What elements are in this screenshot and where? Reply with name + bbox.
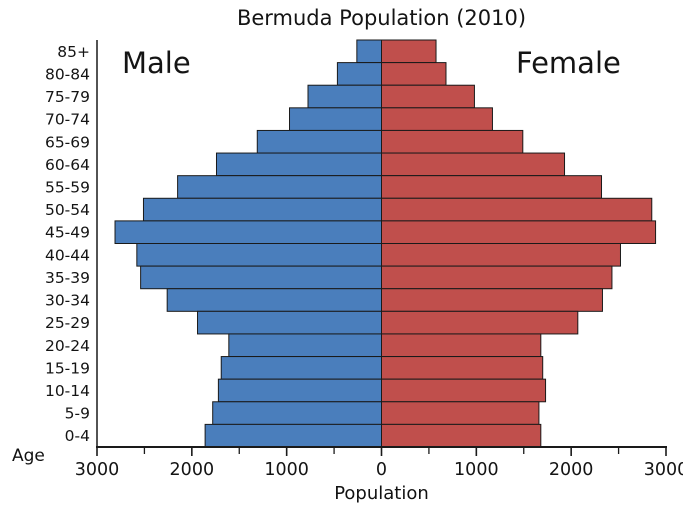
- age-tick-label: 0-4: [65, 427, 90, 445]
- male-bar: [220, 356, 382, 380]
- female-bar: [381, 423, 542, 448]
- female-bar: [381, 197, 653, 222]
- male-bar: [140, 265, 382, 290]
- age-tick-label: 70-74: [45, 111, 90, 129]
- age-tick-label: 80-84: [45, 65, 90, 83]
- male-bar: [142, 197, 382, 222]
- male-bar: [356, 39, 382, 64]
- age-tick-label: 45-49: [45, 224, 90, 242]
- age-tick-label: 25-29: [45, 314, 90, 332]
- age-tick-label: 65-69: [45, 133, 90, 151]
- age-tick-label: 55-59: [45, 178, 90, 196]
- age-tick-label: 75-79: [45, 88, 90, 106]
- female-side-label: Female: [516, 46, 621, 80]
- male-bar: [136, 243, 382, 267]
- female-bar: [381, 62, 447, 86]
- x-tick-label: 1000: [454, 460, 499, 480]
- female-bar: [381, 356, 544, 380]
- male-bar: [217, 378, 382, 403]
- x-tick-label: 2000: [170, 460, 215, 480]
- female-bar: [381, 175, 603, 199]
- female-bar: [381, 39, 437, 64]
- female-bar: [381, 401, 540, 425]
- female-bar: [381, 288, 603, 312]
- female-bar: [381, 378, 547, 403]
- age-tick-label: 50-54: [45, 201, 90, 219]
- female-bar: [381, 265, 613, 290]
- male-bar: [166, 288, 382, 312]
- male-bar: [212, 401, 382, 425]
- x-tick-label: 2000: [549, 460, 594, 480]
- male-bar: [114, 220, 382, 244]
- x-tick-label: 3000: [75, 460, 120, 480]
- age-tick-label: 10-14: [45, 382, 90, 400]
- age-tick-label: 35-39: [45, 269, 90, 287]
- male-bar: [177, 175, 382, 199]
- chart-title: Bermuda Population (2010): [236, 6, 527, 30]
- male-bar: [289, 107, 382, 131]
- age-axis-label: Age: [12, 446, 45, 466]
- population-axis-label: Population: [334, 483, 429, 504]
- age-tick-label: 60-64: [45, 156, 90, 174]
- age-tick-label: 20-24: [45, 337, 90, 355]
- female-bar: [381, 243, 621, 267]
- x-tick-label: 0: [376, 460, 387, 480]
- male-bar: [228, 333, 382, 358]
- male-bar: [204, 423, 382, 448]
- female-bar: [381, 152, 566, 177]
- age-tick-label: 30-34: [45, 292, 90, 310]
- male-bar: [307, 84, 383, 109]
- age-tick-label: 5-9: [65, 405, 90, 423]
- female-bar: [381, 107, 493, 131]
- female-bar: [381, 129, 524, 154]
- male-bar: [336, 62, 382, 86]
- female-bar: [381, 84, 475, 109]
- age-tick-label: 15-19: [45, 359, 90, 377]
- male-bar: [256, 129, 383, 154]
- age-tick-label: 85+: [57, 43, 90, 61]
- male-bar: [197, 310, 382, 335]
- male-bar: [215, 152, 382, 177]
- female-bar: [381, 220, 657, 244]
- x-tick-label: 1000: [264, 460, 309, 480]
- female-bar: [381, 310, 579, 335]
- female-bar: [381, 333, 542, 358]
- male-side-label: Male: [122, 46, 191, 80]
- x-tick-label: 3000: [644, 460, 683, 480]
- age-tick-label: 40-44: [45, 246, 90, 264]
